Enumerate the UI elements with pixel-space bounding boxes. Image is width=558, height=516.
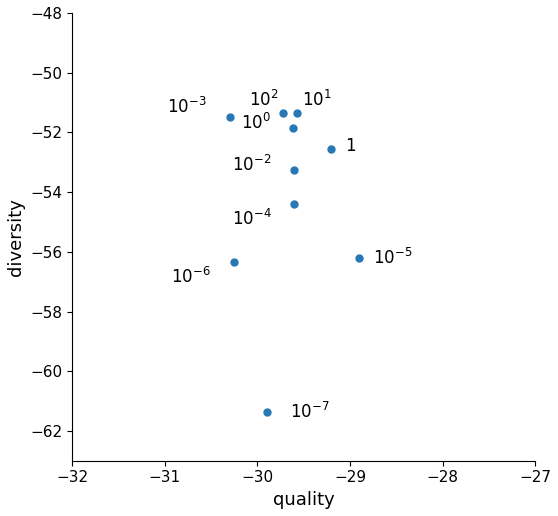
Text: $1$: $1$ xyxy=(345,137,357,155)
Text: $10^{-7}$: $10^{-7}$ xyxy=(290,401,329,422)
Point xyxy=(262,408,271,416)
Point xyxy=(279,109,288,117)
Point xyxy=(293,109,302,117)
Text: $10^{-6}$: $10^{-6}$ xyxy=(171,267,211,287)
Point xyxy=(290,200,299,208)
Text: $10^{-4}$: $10^{-4}$ xyxy=(232,209,271,229)
Point xyxy=(225,114,234,122)
Text: $10^{0}\!$: $10^{0}\!$ xyxy=(242,114,271,134)
Point xyxy=(290,166,299,174)
Y-axis label: diversity: diversity xyxy=(7,198,25,276)
Point xyxy=(327,144,336,153)
X-axis label: quality: quality xyxy=(273,491,335,509)
Point xyxy=(355,254,364,262)
Text: $10^{-3}$: $10^{-3}$ xyxy=(167,97,206,117)
Point xyxy=(230,258,239,266)
Text: $10^{1}$: $10^{1}$ xyxy=(302,89,331,109)
Text: $10^{-2}$: $10^{-2}$ xyxy=(232,155,271,175)
Text: $10^{-5}$: $10^{-5}$ xyxy=(373,248,412,268)
Point xyxy=(288,124,297,132)
Text: $10^{2}$: $10^{2}$ xyxy=(249,89,278,109)
